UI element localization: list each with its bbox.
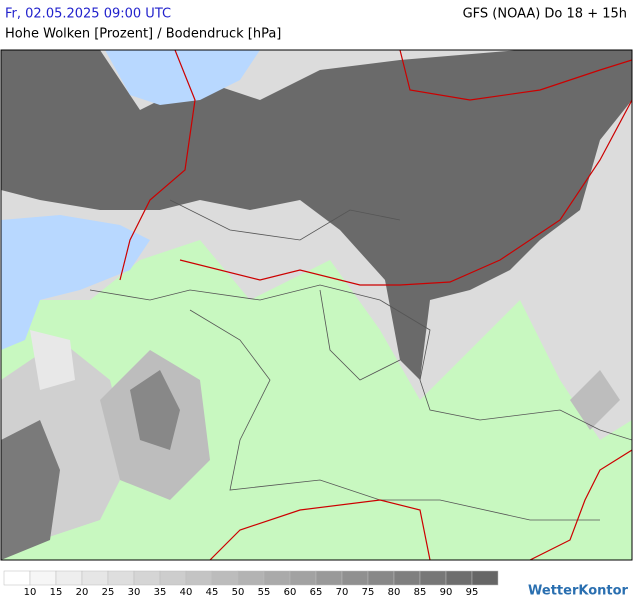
brand: WetterKontor xyxy=(528,584,629,599)
legend: 10 15 20 25 30 35 40 45 50 55 60 65 70 75 80 85 90 95 xyxy=(3,570,499,598)
legend-label: 65 xyxy=(310,587,323,598)
legend-swatch xyxy=(185,570,213,586)
legend-swatch xyxy=(419,570,447,586)
legend-label: 85 xyxy=(414,587,427,598)
legend-label: 15 xyxy=(50,587,63,598)
legend-label: 60 xyxy=(284,587,297,598)
legend-label: 80 xyxy=(388,587,401,598)
legend-swatch xyxy=(55,570,83,586)
legend-swatch xyxy=(289,570,317,586)
datetime: Fr, 02.05.2025 09:00 UTC xyxy=(5,7,171,22)
legend-label: 40 xyxy=(180,587,193,598)
legend-swatch xyxy=(107,570,135,586)
legend-swatch xyxy=(3,570,31,586)
legend-label: 50 xyxy=(232,587,245,598)
legend-swatch xyxy=(237,570,265,586)
legend-swatch xyxy=(393,570,421,586)
legend-swatch xyxy=(445,570,473,586)
subtitle: Hohe Wolken [Prozent] / Bodendruck [hPa] xyxy=(5,27,281,42)
legend-label: 25 xyxy=(102,587,115,598)
legend-swatch xyxy=(367,570,395,586)
legend-swatch xyxy=(81,570,109,586)
legend-label: 45 xyxy=(206,587,219,598)
legend-label: 30 xyxy=(128,587,141,598)
legend-swatch xyxy=(133,570,161,586)
legend-swatch xyxy=(211,570,239,586)
legend-label: 55 xyxy=(258,587,271,598)
map xyxy=(0,49,633,561)
legend-label: 20 xyxy=(76,587,89,598)
legend-label: 90 xyxy=(440,587,453,598)
legend-label: 70 xyxy=(336,587,349,598)
legend-swatch xyxy=(159,570,187,586)
legend-label: 95 xyxy=(466,587,479,598)
model-run: GFS (NOAA) Do 18 + 15h xyxy=(463,7,627,22)
legend-label: 35 xyxy=(154,587,167,598)
legend-label: 75 xyxy=(362,587,375,598)
legend-swatch xyxy=(341,570,369,586)
legend-swatch xyxy=(263,570,291,586)
legend-label: 10 xyxy=(24,587,37,598)
legend-swatch xyxy=(471,570,499,586)
legend-swatch xyxy=(315,570,343,586)
legend-swatch xyxy=(29,570,57,586)
